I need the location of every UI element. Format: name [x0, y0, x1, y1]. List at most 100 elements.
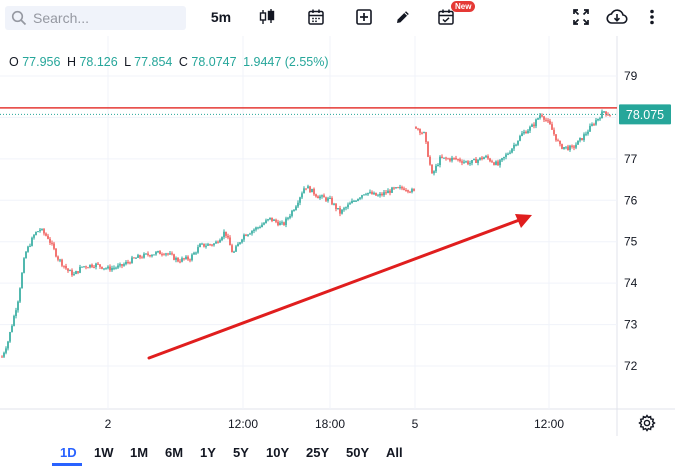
time-axis[interactable]: 2 12:00 18:00 5 12:00 [105, 417, 565, 431]
candle-body [169, 253, 171, 255]
price-axis[interactable]: 797877767574737278.075 [619, 69, 671, 373]
add-indicator-button[interactable] [354, 4, 374, 30]
range-all[interactable]: All [386, 445, 403, 460]
range-1d[interactable]: 1D [60, 445, 77, 460]
candle-body [9, 332, 11, 342]
candle-body [183, 258, 185, 260]
range-25y[interactable]: 25Y [306, 445, 330, 460]
candle-body [267, 219, 269, 221]
fullscreen-button[interactable] [571, 4, 591, 30]
candle-body [229, 237, 231, 246]
time-tick-label: 2 [105, 417, 112, 431]
events-button[interactable] [306, 4, 326, 30]
candle-body [567, 146, 569, 151]
candle-body [441, 156, 443, 158]
time-tick-label: 12:00 [534, 417, 564, 431]
interval-button[interactable]: 5m [210, 9, 232, 25]
candle-body [461, 161, 463, 163]
candle-body [273, 219, 275, 221]
candle-body [263, 223, 265, 225]
candle-body [253, 229, 255, 231]
candle-body [581, 138, 583, 141]
legend-low-value: 77.854 [134, 55, 173, 69]
candle-body [215, 241, 217, 244]
candle-body [89, 264, 91, 268]
economic-calendar-button[interactable] [436, 4, 456, 30]
candle-body [445, 157, 447, 159]
candle-body [279, 222, 281, 226]
chart-type-button[interactable] [257, 4, 277, 30]
candle-body [297, 202, 299, 207]
candle-body [505, 154, 507, 157]
more-button[interactable] [645, 4, 659, 30]
candle-body [43, 229, 45, 234]
candle-body [237, 243, 239, 247]
legend-open-value: 77.956 [22, 55, 61, 69]
candle-body [207, 244, 209, 246]
candle-body [561, 144, 563, 149]
range-1m[interactable]: 1M [130, 445, 149, 460]
candle-body [177, 257, 179, 262]
candle-body [351, 200, 353, 204]
candle-body [223, 231, 225, 238]
search-input[interactable] [33, 8, 181, 28]
candle-body [225, 231, 227, 236]
candle-body [329, 197, 331, 199]
candle-body [241, 239, 243, 243]
candle-body [159, 251, 161, 255]
candle-body [97, 263, 99, 265]
legend-close-label: C [178, 55, 188, 69]
candle-body [317, 196, 319, 199]
candle-body [471, 160, 473, 164]
trend-arrow-head [515, 214, 532, 228]
candle-body [323, 195, 325, 198]
range-50y[interactable]: 50Y [346, 445, 370, 460]
range-6m[interactable]: 6M [165, 445, 184, 460]
candle-body [217, 241, 219, 243]
range-10y[interactable]: 10Y [266, 445, 290, 460]
candle-body [557, 140, 559, 142]
candle-body [427, 142, 429, 157]
candle-body [365, 194, 367, 196]
candle-body [535, 119, 537, 127]
candle-body [563, 147, 565, 149]
candle-body [443, 157, 445, 159]
candle-body [123, 264, 125, 266]
candle-body [607, 114, 609, 116]
candle-body [153, 254, 155, 256]
candle-body [85, 266, 87, 268]
candle-body [165, 253, 167, 255]
drawing-button[interactable] [393, 4, 413, 30]
search-box[interactable] [5, 6, 186, 30]
chart-settings-icon[interactable] [638, 414, 656, 432]
candle-body [227, 235, 229, 238]
chart-overlays [0, 107, 617, 360]
candle-body [601, 111, 603, 119]
candle-body [205, 245, 207, 247]
candle-body [579, 138, 581, 141]
candle-body [83, 266, 85, 268]
range-1y[interactable]: 1Y [200, 445, 216, 460]
download-button[interactable] [606, 4, 628, 30]
candle-body [343, 208, 345, 210]
candle-body [363, 194, 365, 196]
candle-body [71, 270, 73, 276]
candle-body [49, 238, 51, 243]
candle-body [131, 257, 133, 264]
candle-body [407, 190, 409, 192]
candle-body [349, 203, 351, 205]
candle-body [135, 257, 137, 259]
candle-body [271, 217, 273, 221]
price-tick-label: 72 [624, 359, 638, 373]
candle-body [377, 195, 379, 197]
range-5y[interactable]: 5Y [233, 445, 249, 460]
candle-body [91, 264, 93, 267]
candle-body [555, 134, 557, 141]
candle-body [5, 348, 7, 353]
candle-body [37, 231, 39, 233]
candle-body [3, 352, 5, 357]
trend-arrow-line [147, 217, 524, 360]
candle-body [315, 194, 317, 197]
range-1w[interactable]: 1W [94, 445, 114, 460]
